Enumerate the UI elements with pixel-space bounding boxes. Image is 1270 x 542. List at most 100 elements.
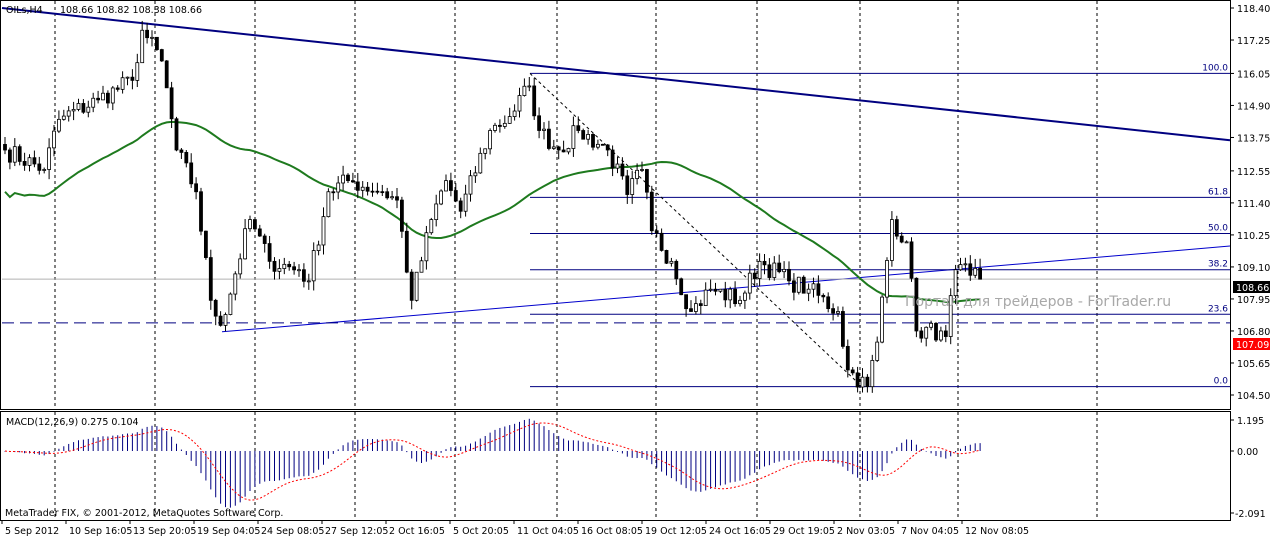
copyright: MetaTrader FIX, © 2001-2012, MetaQuotes …: [5, 508, 283, 519]
svg-text:108.66: 108.66: [1236, 283, 1269, 294]
macd-signal-line: [4, 422, 981, 501]
candle: [145, 22, 150, 44]
candle: [468, 170, 473, 202]
price-tick-label: 113.75: [1237, 133, 1270, 144]
candle: [262, 233, 267, 253]
candle: [189, 153, 194, 188]
candle: [140, 20, 145, 64]
candle: [419, 256, 424, 273]
candle: [654, 225, 659, 238]
candle: [341, 165, 346, 191]
fibo-trend-line[interactable]: [529, 73, 863, 388]
candle: [625, 169, 630, 204]
time-tick-label: 29 Oct 19:05: [773, 526, 835, 537]
candle: [782, 261, 786, 279]
candle: [591, 133, 595, 151]
candle: [463, 184, 468, 217]
candle: [61, 109, 66, 121]
candle: [963, 257, 968, 272]
candle: [380, 184, 385, 196]
time-tick-label: 16 Oct 08:05: [581, 526, 643, 537]
candle: [370, 182, 375, 197]
candle: [169, 81, 174, 129]
candle: [390, 190, 395, 201]
candle: [287, 260, 292, 271]
candle: [120, 71, 125, 94]
candle: [831, 303, 835, 321]
candle: [664, 249, 669, 265]
candle: [350, 172, 355, 183]
candle: [3, 136, 7, 155]
candle: [12, 138, 17, 167]
candle: [561, 140, 566, 153]
time-tick-label: 7 Nov 04:05: [901, 526, 959, 537]
candle: [728, 286, 733, 309]
candle: [355, 172, 360, 199]
candle: [71, 101, 76, 121]
candle: [7, 147, 12, 170]
macd-tick: 0.00: [1237, 447, 1258, 458]
price-tick-label: 112.55: [1237, 167, 1270, 178]
price-tick-label: 106.80: [1237, 327, 1270, 338]
candle: [943, 325, 948, 343]
candle: [101, 85, 105, 101]
grid: [54, 1, 1098, 520]
candle: [184, 150, 189, 168]
candle: [336, 176, 341, 200]
candle: [811, 277, 816, 298]
candle: [429, 217, 434, 235]
candle: [96, 90, 100, 104]
candle: [248, 215, 252, 232]
candle: [517, 87, 522, 118]
candle: [836, 306, 840, 317]
candle: [919, 327, 924, 343]
candle: [208, 249, 213, 310]
candle: [110, 85, 115, 111]
candle: [537, 107, 541, 139]
candle: [694, 296, 698, 315]
candle: [203, 230, 208, 260]
candle: [493, 122, 497, 133]
candle: [816, 275, 821, 304]
candle: [213, 298, 218, 326]
time-tick-label: 27 Sep 12:05: [325, 526, 388, 537]
candle: [194, 177, 199, 200]
candle: [483, 148, 488, 160]
time-tick-label: 5 Sep 2012: [5, 526, 59, 537]
candle: [645, 168, 649, 200]
candle: [527, 76, 532, 92]
candle: [953, 264, 958, 305]
candle: [767, 258, 772, 281]
candle: [733, 281, 737, 307]
symbol-label: OILs,H4: [6, 5, 43, 16]
candle: [306, 273, 311, 290]
resistance-trendline[interactable]: [1, 7, 1231, 142]
candle: [150, 30, 154, 47]
candle: [316, 240, 321, 256]
candle: [502, 115, 507, 129]
candle: [620, 157, 625, 180]
candle: [772, 256, 777, 281]
candle: [689, 300, 693, 312]
candle: [326, 188, 331, 218]
candle: [586, 129, 590, 145]
candle: [924, 326, 929, 347]
fibo-level-label: 0.0: [1214, 377, 1229, 387]
time-tick-label: 2 Oct 16:05: [389, 526, 445, 537]
candle: [86, 100, 91, 118]
candle: [37, 156, 42, 175]
macd-tick: -2.091: [1235, 509, 1266, 520]
candle: [17, 144, 22, 166]
candle: [610, 145, 615, 177]
candle: [581, 128, 586, 140]
candle: [22, 152, 27, 171]
macd-indicator: [4, 418, 981, 508]
candle: [904, 240, 909, 244]
candle: [522, 78, 527, 97]
candle: [507, 107, 512, 124]
candle: [458, 197, 463, 219]
candle: [385, 187, 390, 200]
candle: [331, 188, 336, 201]
candle: [252, 219, 257, 230]
